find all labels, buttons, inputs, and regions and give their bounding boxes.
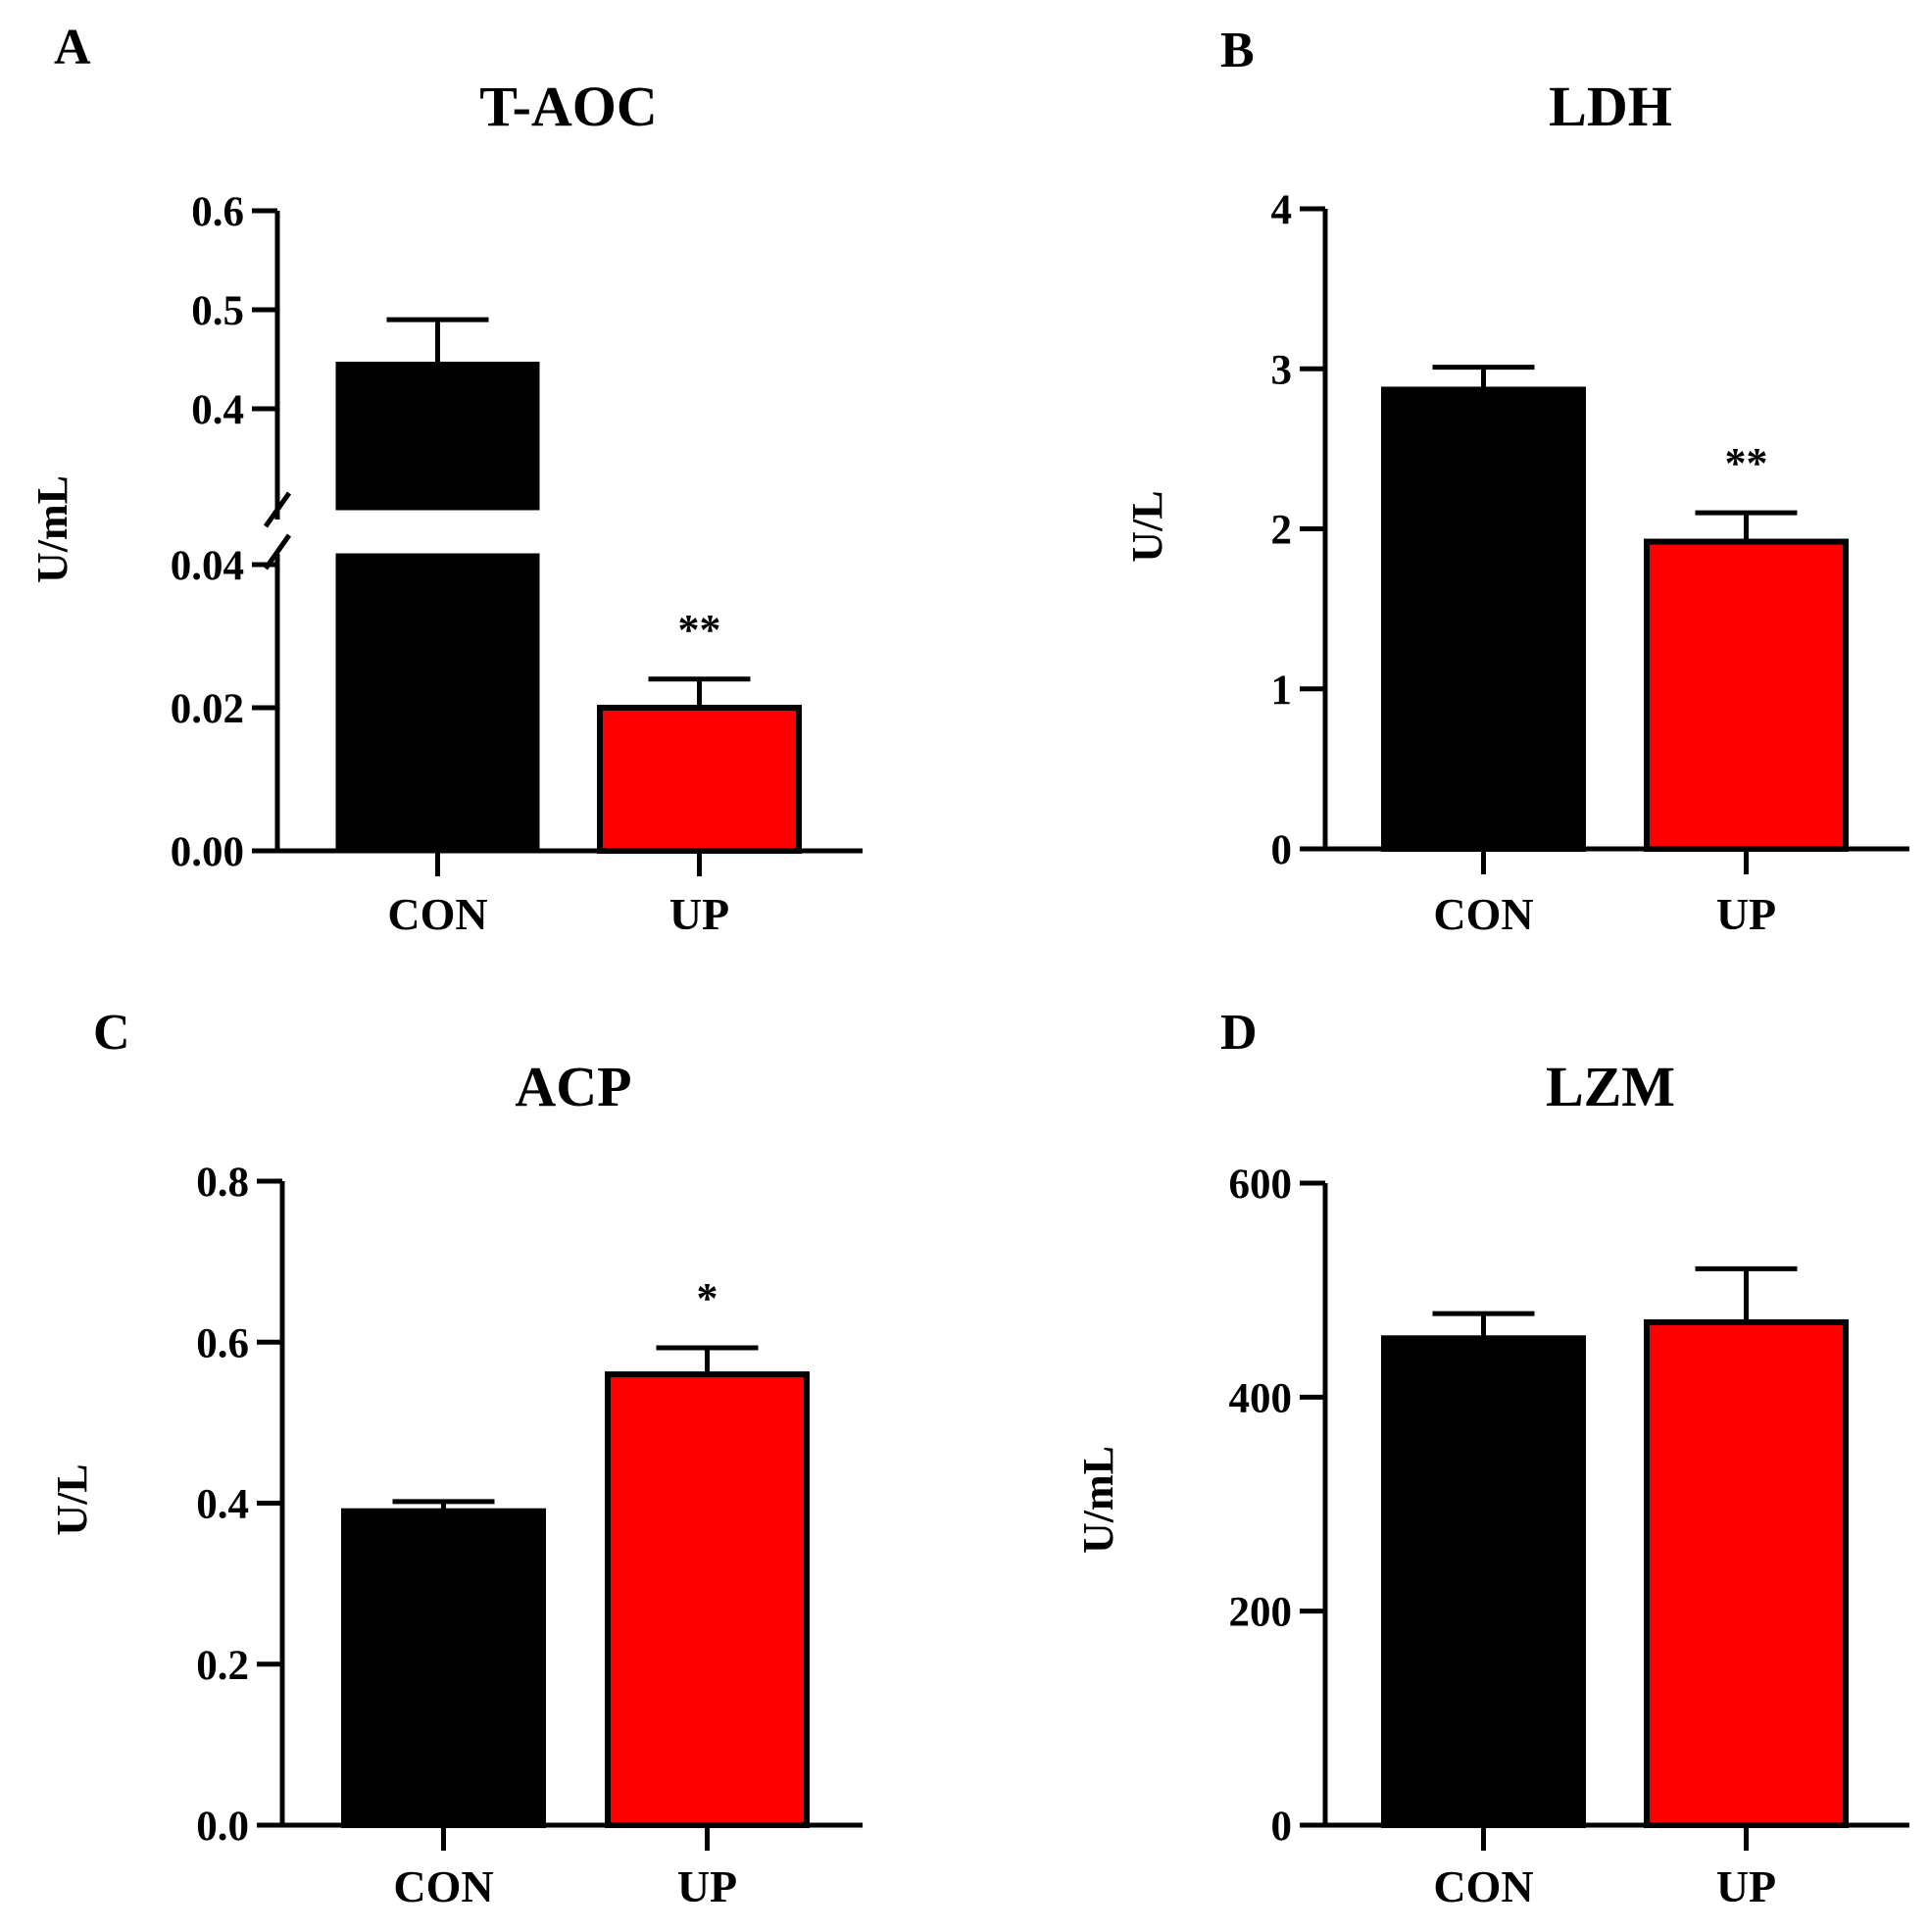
y-tick-label: 0.4 [191,387,244,433]
bar-con [1381,386,1586,852]
axis-break-mark [263,491,292,528]
y-tick-label: 0.6 [196,1320,249,1366]
y-tick-label: 600 [1229,1162,1293,1208]
y-tick-label: 0 [1271,827,1293,873]
bar-up [1644,538,1849,852]
x-tick-label: CON [393,1861,493,1911]
panel-label: B [1220,23,1255,78]
y-axis-label: U/L [1123,490,1171,562]
y-tick-label: 200 [1229,1590,1293,1636]
bar-up [1644,1318,1849,1828]
y-tick-label: 0.00 [171,829,244,875]
y-tick-label: 0.2 [196,1643,249,1689]
y-tick-label: 400 [1229,1375,1293,1421]
y-tick-label: 0.4 [196,1482,249,1528]
panel-label: C [93,1005,130,1061]
x-tick-label: UP [1716,1861,1776,1911]
y-tick-label: 0.6 [191,189,244,235]
x-tick-label: CON [387,889,487,939]
y-axis-label: U/L [48,1463,96,1535]
significance-marker: * [697,1274,718,1322]
panel-label: D [1220,1005,1258,1061]
y-tick-label: 0 [1271,1804,1293,1850]
chart-title: T-AOC [479,74,658,138]
chart-title: LDH [1549,74,1672,138]
bar-con-lower [335,553,540,854]
chart-title: LZM [1546,1055,1675,1118]
bar-up [597,705,802,854]
y-tick-label: 1 [1271,668,1293,714]
panel-label: A [54,20,91,75]
bar-con [1381,1335,1586,1828]
y-tick-label: 0.02 [171,686,244,732]
y-tick-label: 3 [1271,347,1293,393]
x-tick-label: UP [677,1861,737,1911]
significance-marker: ** [678,606,721,654]
chart-panel-a: A T-AOC U/mL 0.00 0.02 0.04 0.4 0.5 0.6 CON UP ** [28,20,863,939]
significance-marker: ** [1725,439,1768,487]
y-tick-label: 0.0 [196,1804,249,1850]
bar-con-upper [335,362,540,511]
y-tick-label: 0.04 [171,543,244,589]
y-tick-label: 0.5 [191,288,244,334]
bar-con [341,1508,546,1829]
x-tick-label: CON [1433,1861,1533,1911]
x-tick-label: UP [1716,889,1776,939]
x-tick-label: UP [669,889,729,939]
chart-panel-d: D LZM U/mL 0 200 400 600 CON UP [1074,1005,1909,1911]
y-tick-label: 0.8 [196,1160,249,1206]
x-tick-label: CON [1433,889,1533,939]
y-axis-label: U/mL [28,475,76,583]
y-axis-label: U/mL [1074,1446,1122,1554]
y-tick-label: 4 [1271,187,1293,233]
chart-title: ACP [515,1055,631,1118]
bar-up [605,1371,810,1828]
chart-panel-c: C ACP U/L 0.0 0.2 0.4 0.6 0.8 CON UP * [48,1005,863,1911]
y-tick-label: 2 [1271,508,1293,554]
chart-panel-b: B LDH U/L 0 1 2 3 4 CON UP ** [1123,23,1909,939]
